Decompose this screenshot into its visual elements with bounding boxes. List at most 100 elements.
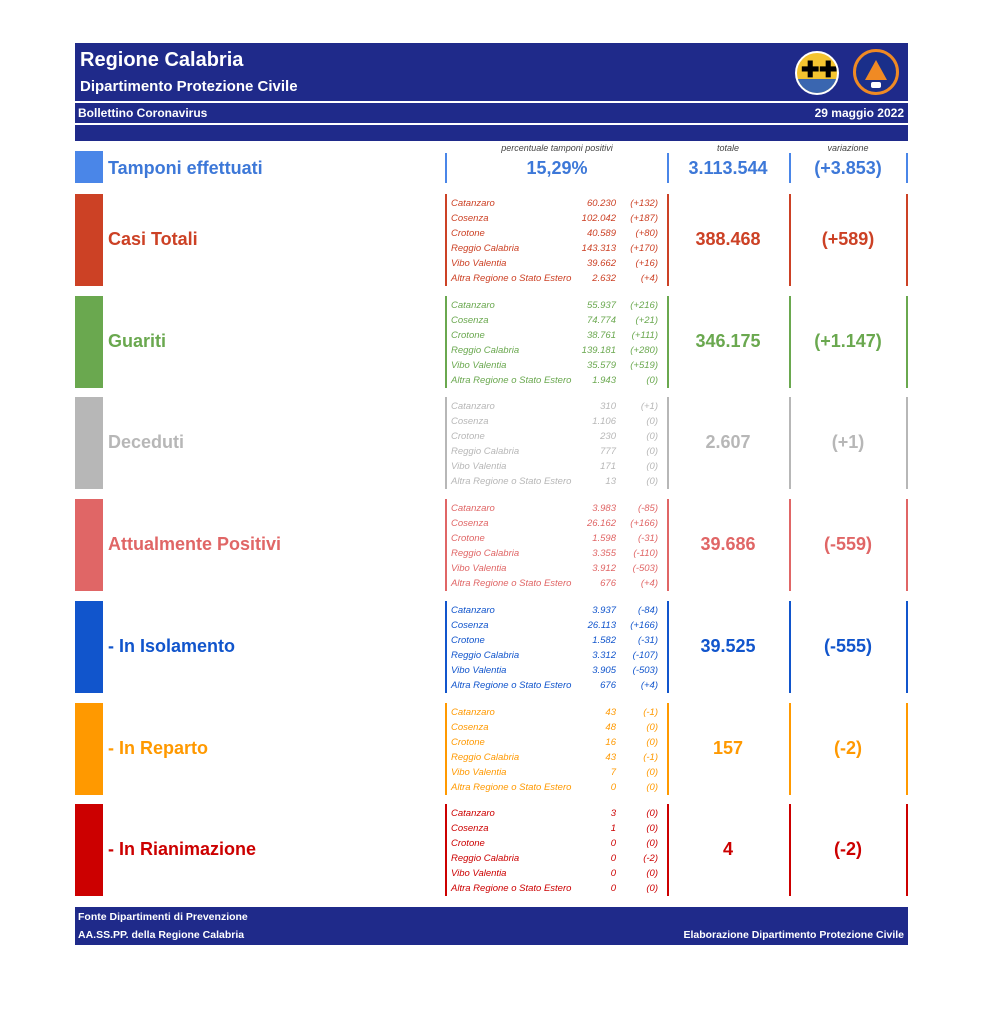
attualmente-positivi-color-bar: [75, 499, 103, 591]
guariti-label: Guariti: [108, 331, 167, 351]
province-item: Altra Regione o Stato Estero 2.632 (+4): [451, 271, 661, 286]
column-divider: [789, 397, 791, 489]
province-change: (+4): [640, 578, 658, 589]
deceduti-color-bar: [75, 397, 103, 489]
province-item: Altra Regione o Stato Estero 13 (0): [451, 474, 661, 489]
province-change: (0): [646, 375, 658, 386]
province-change: (0): [646, 476, 658, 487]
footer-credit: Elaborazione Dipartimento Protezione Civ…: [683, 929, 904, 941]
province-value: 0: [610, 782, 616, 793]
region-title: Regione Calabria: [80, 49, 244, 71]
civil-protection-logo-icon: [853, 49, 899, 95]
province-item: Vibo Valentia 171 (0): [451, 459, 661, 474]
province-item: Altra Regione o Stato Estero 0 (0): [451, 780, 661, 795]
province-value: 676: [600, 680, 616, 691]
province-value: 74.774: [586, 315, 616, 326]
in-isolamento-label: - In Isolamento: [108, 636, 236, 656]
province-change: (-2): [643, 853, 658, 864]
column-divider: [789, 296, 791, 388]
province-change: (+519): [630, 360, 658, 371]
province-value: 43: [605, 707, 616, 718]
province-change: (+111): [631, 330, 658, 341]
province-name: Crotone: [451, 533, 485, 544]
column-divider: [445, 804, 447, 896]
column-divider: [906, 296, 908, 388]
in-reparto-label: - In Reparto: [108, 738, 209, 758]
province-change: (0): [646, 808, 658, 819]
province-change: (+4): [640, 273, 658, 284]
column-divider: [445, 499, 447, 591]
column-divider: [667, 601, 669, 693]
province-name: Catanzaro: [451, 707, 495, 718]
province-name: Catanzaro: [451, 605, 495, 616]
province-name: Crotone: [451, 228, 485, 239]
footer-source-line1: Fonte Dipartimenti di Prevenzione: [78, 911, 248, 923]
total-column-header: totale: [716, 143, 740, 153]
province-change: (-31): [637, 533, 658, 544]
province-change: (0): [646, 868, 658, 879]
province-change: (+80): [635, 228, 658, 239]
province-value: 3.355: [592, 548, 616, 559]
column-divider: [445, 703, 447, 795]
province-name: Vibo Valentia: [451, 665, 507, 676]
province-name: Crotone: [451, 737, 485, 748]
province-name: Catanzaro: [451, 503, 495, 514]
province-value: 26.113: [587, 620, 616, 631]
province-item: Crotone 230 (0): [451, 429, 661, 444]
header-divider: [75, 101, 908, 103]
province-change: (-31): [637, 635, 658, 646]
department-subtitle: Dipartimento Protezione Civile: [80, 78, 298, 95]
province-change: (-1): [643, 707, 658, 718]
province-item: Catanzaro 60.230 (+132): [451, 196, 661, 211]
province-value: 3.937: [592, 605, 616, 616]
province-name: Catanzaro: [451, 401, 495, 412]
province-name: Reggio Calabria: [451, 548, 520, 559]
attualmente-positivi-variation: (-559): [823, 534, 872, 554]
guariti-color-bar: [75, 296, 103, 388]
guariti-province-list: Catanzaro 55.937 (+216) Cosenza 74.774 (+21) C…: [451, 298, 661, 388]
province-value: 3: [610, 808, 616, 819]
column-divider: [667, 703, 669, 795]
province-item: Crotone 16 (0): [451, 735, 661, 750]
province-change: (0): [646, 431, 658, 442]
row-in-reparto: - In Reparto Catanzaro 43 (-1) Cosenza 48 (0) C…: [0, 703, 986, 795]
province-item: Reggio Calabria 0 (-2): [451, 851, 661, 866]
in-reparto-total: 157: [712, 738, 744, 758]
province-name: Vibo Valentia: [451, 258, 507, 269]
column-divider: [789, 804, 791, 896]
province-change: (0): [646, 823, 658, 834]
province-change: (-1): [643, 752, 658, 763]
province-item: Reggio Calabria 143.313 (+170): [451, 241, 661, 256]
tamponi-total: 3.113.544: [688, 158, 768, 178]
attualmente-positivi-label: Attualmente Positivi: [108, 534, 282, 554]
province-change: (-503): [632, 665, 658, 676]
province-change: (0): [646, 416, 658, 427]
in-reparto-variation: (-2): [834, 738, 862, 758]
casi-totali-label: Casi Totali: [108, 229, 198, 249]
column-divider: [906, 194, 908, 286]
province-value: 3.905: [592, 665, 616, 676]
casi-totali-province-list: Catanzaro 60.230 (+132) Cosenza 102.042 (+187…: [451, 196, 661, 286]
column-divider: [667, 194, 669, 286]
province-value: 139.181: [581, 345, 616, 356]
deceduti-label: Deceduti: [108, 432, 185, 452]
province-change: (0): [646, 767, 658, 778]
province-value: 13: [605, 476, 616, 487]
province-name: Crotone: [451, 838, 485, 849]
province-change: (+21): [635, 315, 658, 326]
province-item: Cosenza 1 (0): [451, 821, 661, 836]
province-item: Catanzaro 3 (0): [451, 806, 661, 821]
province-name: Catanzaro: [451, 300, 495, 311]
province-item: Reggio Calabria 43 (-1): [451, 750, 661, 765]
province-value: 38.761: [586, 330, 616, 341]
province-item: Cosenza 1.106 (0): [451, 414, 661, 429]
in-reparto-province-list: Catanzaro 43 (-1) Cosenza 48 (0) Crotone 16 (0) R…: [451, 705, 661, 795]
province-name: Altra Regione o Stato Estero: [451, 578, 572, 589]
casi-totali-total: 388.468: [695, 229, 761, 249]
bulletin-title: Bollettino Coronavirus: [78, 106, 208, 120]
province-item: Vibo Valentia 3.912 (-503): [451, 561, 661, 576]
column-divider: [789, 703, 791, 795]
province-name: Cosenza: [451, 416, 489, 427]
row-deceduti: Deceduti Catanzaro 310 (+1) Cosenza 1.106 (0) C…: [0, 397, 986, 489]
province-name: Cosenza: [451, 315, 489, 326]
